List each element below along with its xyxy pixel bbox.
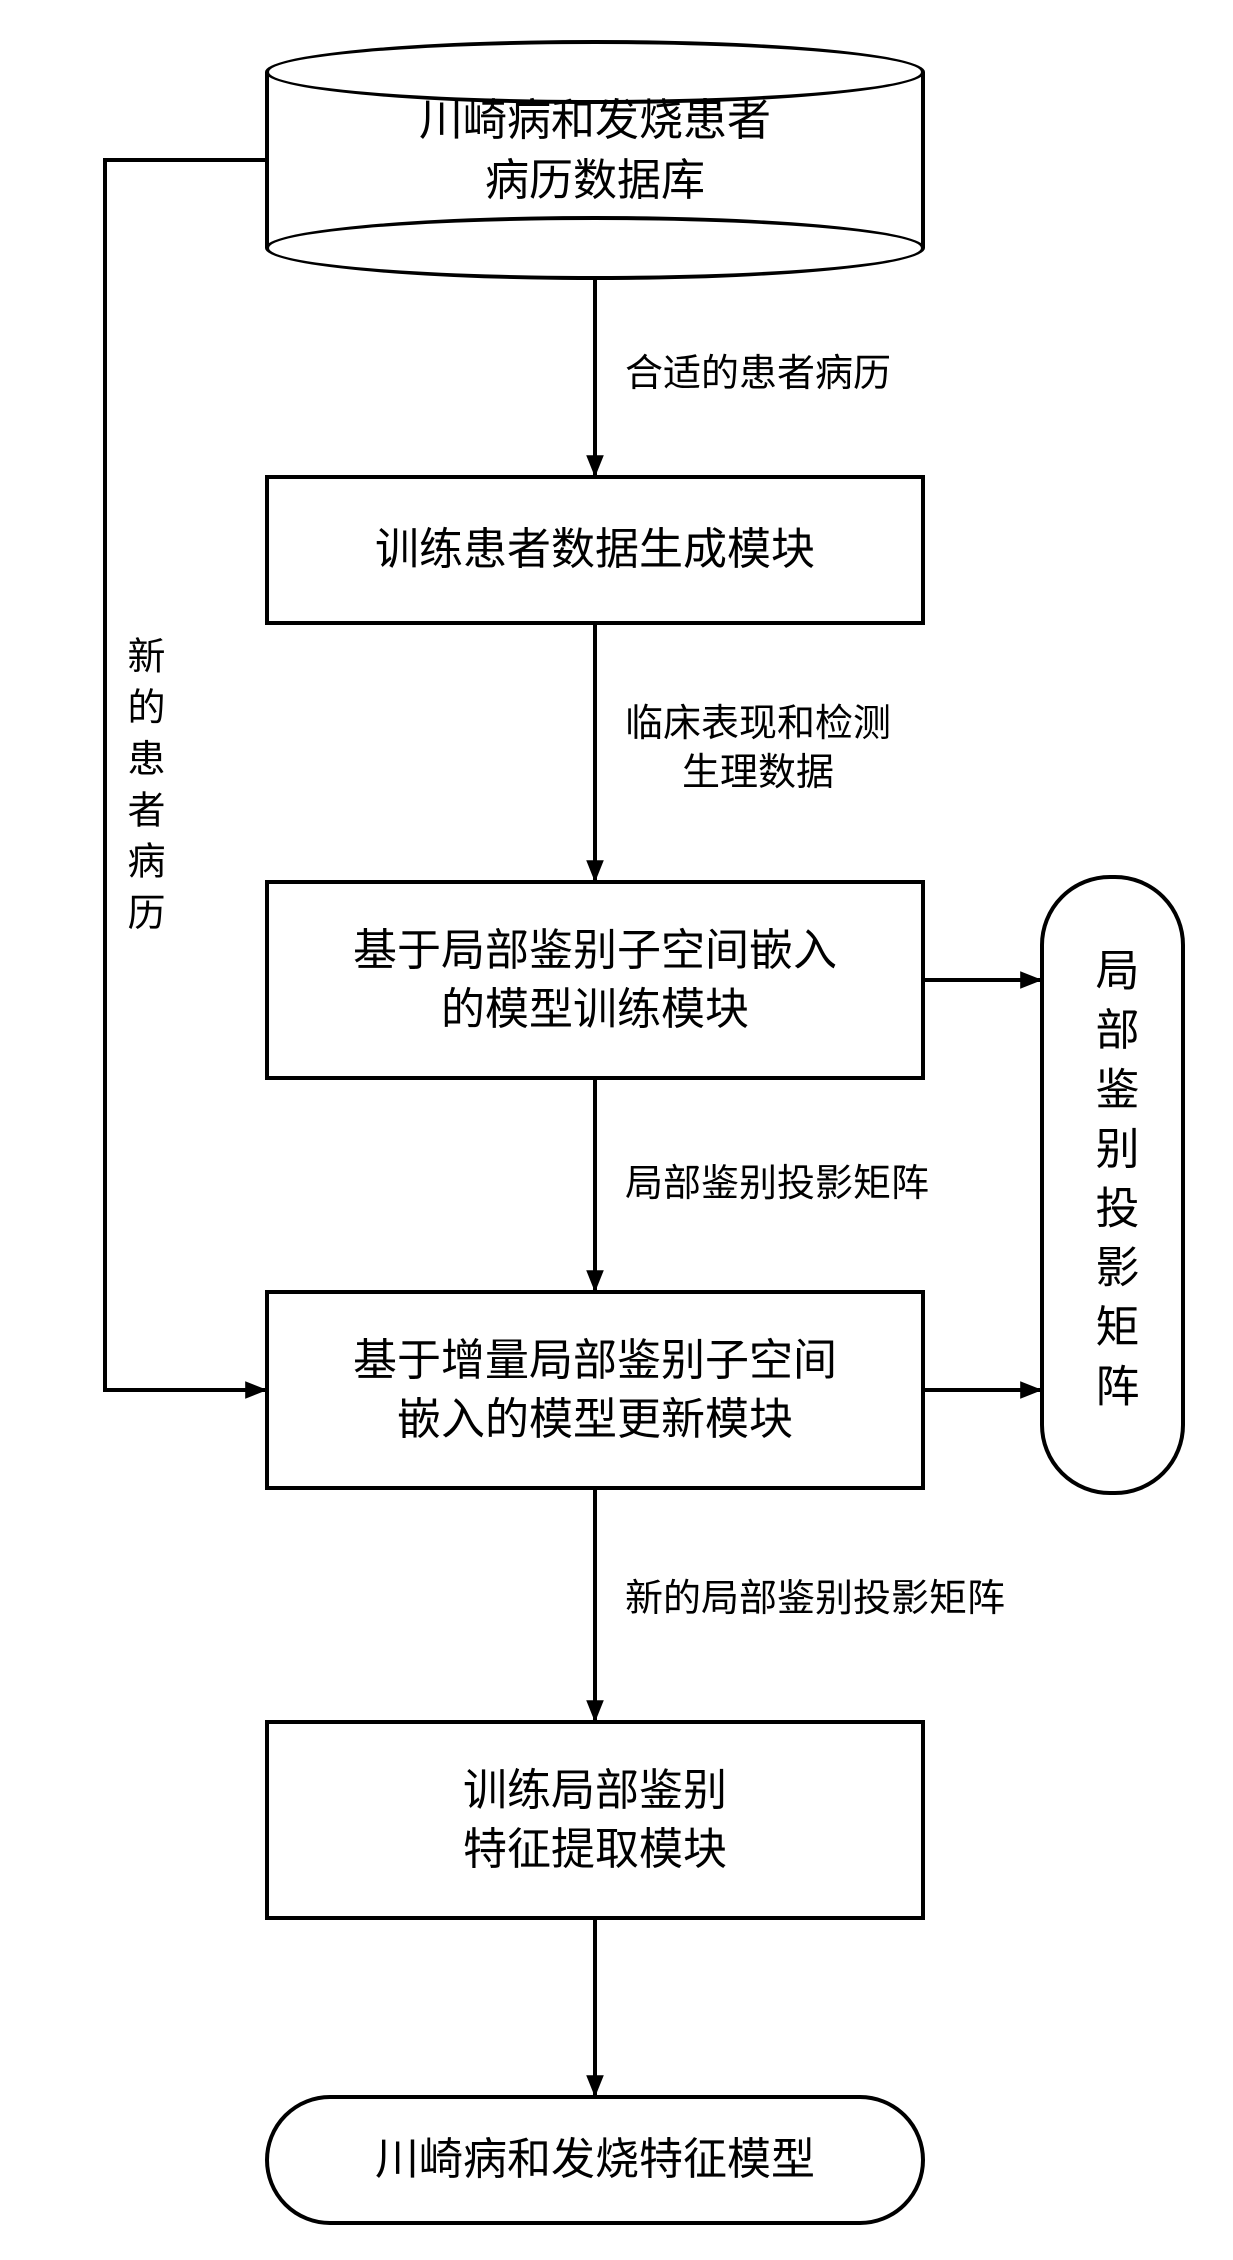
node-proj_matrix-label: 局部鉴别投影矩阵 (1081, 947, 1145, 1422)
edge-label-model_train-model_update: 局部鉴别投影矩阵 (625, 1160, 929, 1209)
edge-label-db-train_gen: 合适的患者病历 (625, 350, 891, 399)
node-model_update-label: 基于增量局部鉴别子空间嵌入的模型更新模块 (353, 1331, 837, 1450)
node-model_train-label: 基于局部鉴别子空间嵌入的模型训练模块 (353, 921, 837, 1040)
node-db-label: 川崎病和发烧患者病历数据库 (265, 91, 925, 210)
node-feat_extract-label: 训练局部鉴别特征提取模块 (463, 1761, 727, 1880)
node-proj_matrix: 局部鉴别投影矩阵 (1040, 875, 1185, 1495)
node-train_gen: 训练患者数据生成模块 (265, 475, 925, 625)
node-feat_extract: 训练局部鉴别特征提取模块 (265, 1720, 925, 1920)
node-feat_model: 川崎病和发烧特征模型 (265, 2095, 925, 2225)
node-model_update: 基于增量局部鉴别子空间嵌入的模型更新模块 (265, 1290, 925, 1490)
node-model_train: 基于局部鉴别子空间嵌入的模型训练模块 (265, 880, 925, 1080)
node-db: 川崎病和发烧患者病历数据库 (265, 40, 925, 280)
edge-label-train_gen-model_train: 临床表现和检测 生理数据 (625, 700, 891, 799)
node-feat_model-label: 川崎病和发烧特征模型 (375, 2130, 815, 2189)
edge-label-model_update-feat_extract: 新的局部鉴别投影矩阵 (625, 1575, 1005, 1624)
side-label-new-record: 新的患者病历 (115, 530, 170, 1050)
node-train_gen-label: 训练患者数据生成模块 (375, 520, 815, 579)
flowchart-canvas: 川崎病和发烧患者病历数据库训练患者数据生成模块基于局部鉴别子空间嵌入的模型训练模… (0, 0, 1233, 2260)
